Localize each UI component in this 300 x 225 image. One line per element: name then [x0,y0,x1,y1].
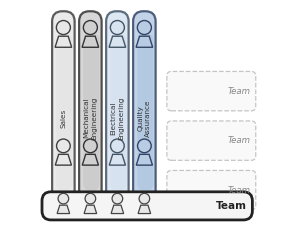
Text: Electrical
Engineering: Electrical Engineering [111,96,124,140]
Text: Quality
Assurance: Quality Assurance [138,99,151,137]
FancyBboxPatch shape [42,192,252,220]
FancyBboxPatch shape [56,33,72,191]
FancyBboxPatch shape [52,11,75,213]
Circle shape [137,20,152,35]
Polygon shape [109,36,126,47]
Polygon shape [138,205,151,214]
Polygon shape [82,36,99,47]
Circle shape [58,193,69,204]
FancyBboxPatch shape [106,11,129,213]
Text: Team: Team [216,201,247,211]
FancyBboxPatch shape [83,33,99,191]
Polygon shape [136,36,153,47]
Circle shape [137,139,151,153]
Circle shape [110,139,124,153]
Text: Team: Team [227,186,250,195]
Circle shape [112,193,123,204]
Polygon shape [57,205,70,214]
Text: Sales: Sales [60,108,66,128]
Polygon shape [109,154,125,165]
Polygon shape [84,205,97,214]
Circle shape [83,20,98,35]
Circle shape [110,20,124,35]
Polygon shape [136,154,152,165]
Text: Team: Team [227,136,250,145]
Polygon shape [55,36,72,47]
FancyBboxPatch shape [79,11,102,213]
Circle shape [85,193,96,204]
FancyBboxPatch shape [133,11,156,213]
Circle shape [139,193,150,204]
FancyBboxPatch shape [167,171,256,210]
Polygon shape [55,154,71,165]
Circle shape [56,139,70,153]
FancyBboxPatch shape [137,33,153,191]
Polygon shape [82,154,98,165]
Polygon shape [111,205,124,214]
Circle shape [56,20,70,35]
FancyBboxPatch shape [167,121,256,160]
FancyBboxPatch shape [167,72,256,111]
Text: Mechanical
Engineering: Mechanical Engineering [84,96,97,140]
Text: Team: Team [227,87,250,96]
FancyBboxPatch shape [110,33,126,191]
Circle shape [83,139,97,153]
